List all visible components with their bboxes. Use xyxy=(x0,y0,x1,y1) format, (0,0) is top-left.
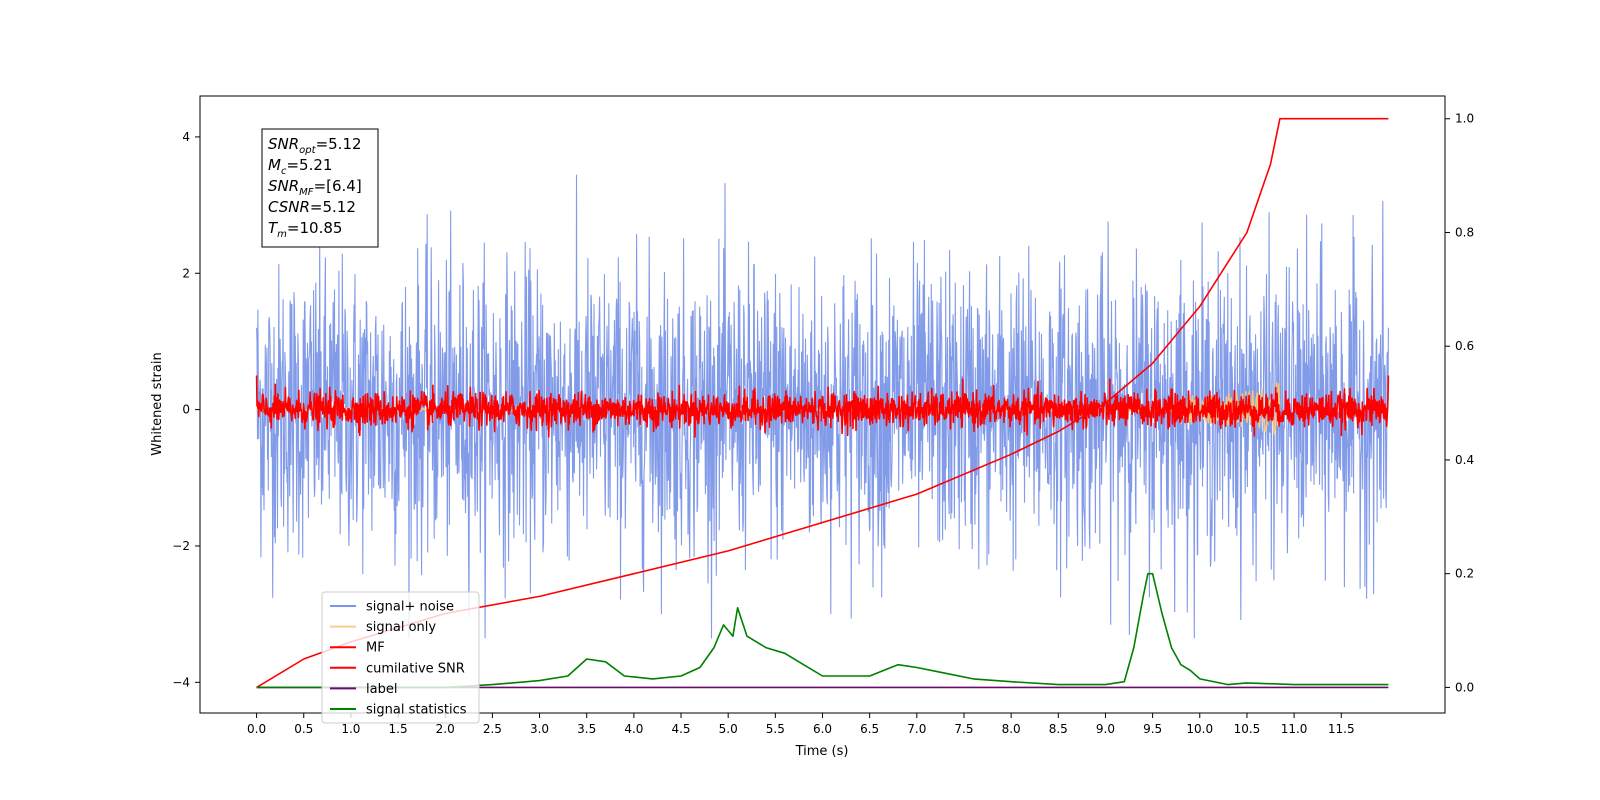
x-tick-label: 3.5 xyxy=(577,722,596,736)
x-tick-label: 10.0 xyxy=(1186,722,1213,736)
annotation-line: SNRMF=[6.4] xyxy=(268,177,362,198)
x-tick-label: 9.0 xyxy=(1096,722,1115,736)
x-tick-label: 4.5 xyxy=(671,722,690,736)
series-signal-noise xyxy=(256,174,1389,639)
legend-label: label xyxy=(366,682,397,697)
y2-tick-label: 0.2 xyxy=(1455,567,1474,581)
annotation-line: CSNR=5.12 xyxy=(268,198,356,216)
x-tick-label: 2.5 xyxy=(483,722,502,736)
y2-tick-label: 0.6 xyxy=(1455,339,1474,353)
y2-tick-label: 0.8 xyxy=(1455,225,1474,239)
x-tick-label: 0.0 xyxy=(247,722,266,736)
legend-label: signal+ noise xyxy=(366,600,454,615)
x-tick-label: 1.5 xyxy=(389,722,408,736)
x-tick-label: 5.0 xyxy=(719,722,738,736)
x-tick-label: 5.5 xyxy=(766,722,785,736)
series-mf xyxy=(255,375,1390,438)
y-tick-label: 2 xyxy=(182,266,190,280)
y-tick-label: 4 xyxy=(182,130,190,144)
x-tick-label: 8.5 xyxy=(1049,722,1068,736)
x-tick-label: 0.5 xyxy=(294,722,313,736)
x-tick-label: 6.5 xyxy=(860,722,879,736)
legend: signal+ noise signal only MF cumilative SNR… xyxy=(321,591,480,724)
annotation-line: Mc=5.21 xyxy=(268,156,332,177)
y-tick-label: −2 xyxy=(172,539,190,553)
legend-label: signal statistics xyxy=(366,703,467,718)
x-tick-label: 11.0 xyxy=(1281,722,1308,736)
annotation-frame xyxy=(261,128,379,248)
y2-tick-label: 0.0 xyxy=(1455,680,1474,694)
annotation-line: Tm=10.85 xyxy=(268,219,342,240)
x-tick-label: 11.5 xyxy=(1328,722,1355,736)
y2-tick-label: 1.0 xyxy=(1455,112,1474,126)
x-axis-label: Time (s) xyxy=(795,744,849,759)
x-tick-label: 10.5 xyxy=(1234,722,1261,736)
x-tick-label: 6.0 xyxy=(813,722,832,736)
x-tick-label: 4.0 xyxy=(624,722,643,736)
x-tick-label: 1.0 xyxy=(341,722,360,736)
y-tick-label: −4 xyxy=(172,675,190,689)
x-tick-label: 7.5 xyxy=(954,722,973,736)
legend-label: MF xyxy=(366,641,385,656)
x-tick-label: 3.0 xyxy=(530,722,549,736)
y-tick-label: 0 xyxy=(182,403,190,417)
legend-label: signal only xyxy=(366,620,436,635)
x-tick-label: 7.0 xyxy=(907,722,926,736)
annotation-line: SNRopt=5.12 xyxy=(268,135,362,156)
x-tick-label: 8.0 xyxy=(1002,722,1021,736)
x-tick-label: 2.0 xyxy=(436,722,455,736)
x-tick-label: 9.5 xyxy=(1143,722,1162,736)
y-axis-label: Whitened strain xyxy=(150,352,165,455)
y2-tick-label: 0.4 xyxy=(1455,453,1474,467)
legend-label: cumilative SNR xyxy=(366,661,465,676)
series-signal-statistics xyxy=(256,572,1389,689)
legend-frame xyxy=(321,591,480,724)
